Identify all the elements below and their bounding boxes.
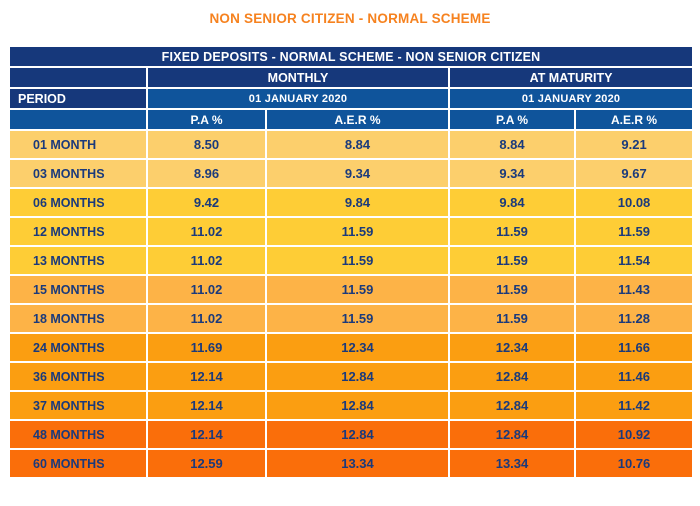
period-cell: 12 MONTHS: [8, 216, 148, 247]
table-title: FIXED DEPOSITS - NORMAL SCHEME - NON SEN…: [7, 45, 695, 68]
value-cell: 11.59: [265, 216, 450, 247]
value-cell: 11.02: [146, 245, 267, 276]
value-cell: 13.34: [265, 448, 450, 479]
corner-cell: [8, 66, 148, 89]
value-cell: 11.28: [573, 303, 695, 334]
value-cell: 11.59: [448, 216, 576, 247]
value-cell: 11.59: [265, 245, 450, 276]
value-cell: 11.54: [573, 245, 695, 276]
value-cell: 11.02: [146, 303, 267, 334]
value-cell: 11.59: [448, 245, 576, 276]
period-cell: 15 MONTHS: [8, 274, 148, 305]
group-header-row: MONTHLY AT MATURITY: [8, 66, 695, 89]
period-cell: 13 MONTHS: [8, 245, 148, 276]
date-header-monthly: 01 JANUARY 2020: [146, 87, 450, 110]
table-row: 13 MONTHS 11.02 11.59 11.59 11.54: [8, 245, 695, 276]
value-cell: 10.08: [573, 187, 695, 218]
table-row: 15 MONTHS 11.02 11.59 11.59 11.43: [8, 274, 695, 305]
value-cell: 9.34: [448, 158, 576, 189]
value-cell: 8.50: [146, 129, 267, 160]
subcolumn-header-aer-maturity: A.E.R %: [573, 108, 695, 131]
table-row: 18 MONTHS 11.02 11.59 11.59 11.28: [8, 303, 695, 334]
period-cell: 36 MONTHS: [8, 361, 148, 392]
value-cell: 9.67: [573, 158, 695, 189]
value-cell: 8.96: [146, 158, 267, 189]
value-cell: 9.84: [265, 187, 450, 218]
value-cell: 11.43: [573, 274, 695, 305]
value-cell: 12.84: [448, 419, 576, 450]
empty-subheader-cell: [8, 108, 148, 131]
period-cell: 37 MONTHS: [8, 390, 148, 421]
value-cell: 8.84: [448, 129, 576, 160]
period-column-header: PERIOD: [8, 87, 148, 110]
value-cell: 11.59: [265, 274, 450, 305]
value-cell: 13.34: [448, 448, 576, 479]
value-cell: 10.76: [573, 448, 695, 479]
value-cell: 12.84: [265, 361, 450, 392]
date-header-at-maturity: 01 JANUARY 2020: [447, 87, 695, 110]
fixed-deposits-table: FIXED DEPOSITS - NORMAL SCHEME - NON SEN…: [7, 45, 695, 479]
value-cell: 12.34: [265, 332, 450, 363]
date-header-row: PERIOD 01 JANUARY 2020 01 JANUARY 2020: [8, 87, 695, 110]
page-title: NON SENIOR CITIZEN - NORMAL SCHEME: [209, 11, 491, 26]
period-cell: 06 MONTHS: [8, 187, 148, 218]
table-row: 06 MONTHS 9.42 9.84 9.84 10.08: [8, 187, 695, 218]
value-cell: 10.92: [573, 419, 695, 450]
value-cell: 11.59: [265, 303, 450, 334]
group-header-at-maturity: AT MATURITY: [447, 66, 695, 89]
value-cell: 11.69: [146, 332, 267, 363]
subcolumn-header-aer-monthly: A.E.R %: [265, 108, 450, 131]
subcolumn-header-row: P.A % A.E.R % P.A % A.E.R %: [8, 108, 695, 131]
table-row: 12 MONTHS 11.02 11.59 11.59 11.59: [8, 216, 695, 247]
value-cell: 12.14: [146, 419, 267, 450]
table-row: 01 MONTH 8.50 8.84 8.84 9.21: [8, 129, 695, 160]
value-cell: 11.66: [573, 332, 695, 363]
subcolumn-header-pa-maturity: P.A %: [448, 108, 576, 131]
value-cell: 11.46: [573, 361, 695, 392]
table-row: 24 MONTHS 11.69 12.34 12.34 11.66: [8, 332, 695, 363]
table-row: 37 MONTHS 12.14 12.84 12.84 11.42: [8, 390, 695, 421]
table-row: 60 MONTHS 12.59 13.34 13.34 10.76: [8, 448, 695, 479]
table-title-row: FIXED DEPOSITS - NORMAL SCHEME - NON SEN…: [7, 45, 695, 68]
value-cell: 11.59: [448, 274, 576, 305]
value-cell: 12.14: [146, 361, 267, 392]
table-row: 48 MONTHS 12.14 12.84 12.84 10.92: [8, 419, 695, 450]
value-cell: 12.14: [146, 390, 267, 421]
value-cell: 9.42: [146, 187, 267, 218]
group-header-monthly: MONTHLY: [146, 66, 450, 89]
period-cell: 60 MONTHS: [8, 448, 148, 479]
period-cell: 24 MONTHS: [8, 332, 148, 363]
value-cell: 12.84: [448, 390, 576, 421]
value-cell: 11.59: [573, 216, 695, 247]
value-cell: 11.02: [146, 274, 267, 305]
period-cell: 48 MONTHS: [8, 419, 148, 450]
value-cell: 12.59: [146, 448, 267, 479]
value-cell: 8.84: [265, 129, 450, 160]
value-cell: 12.34: [448, 332, 576, 363]
value-cell: 11.42: [573, 390, 695, 421]
period-cell: 01 MONTH: [8, 129, 148, 160]
value-cell: 9.21: [573, 129, 695, 160]
value-cell: 11.59: [448, 303, 576, 334]
period-cell: 18 MONTHS: [8, 303, 148, 334]
value-cell: 11.02: [146, 216, 267, 247]
value-cell: 12.84: [265, 419, 450, 450]
period-cell: 03 MONTHS: [8, 158, 148, 189]
value-cell: 12.84: [448, 361, 576, 392]
value-cell: 9.34: [265, 158, 450, 189]
value-cell: 9.84: [448, 187, 576, 218]
table-row: 03 MONTHS 8.96 9.34 9.34 9.67: [8, 158, 695, 189]
table-row: 36 MONTHS 12.14 12.84 12.84 11.46: [8, 361, 695, 392]
value-cell: 12.84: [265, 390, 450, 421]
subcolumn-header-pa-monthly: P.A %: [146, 108, 267, 131]
